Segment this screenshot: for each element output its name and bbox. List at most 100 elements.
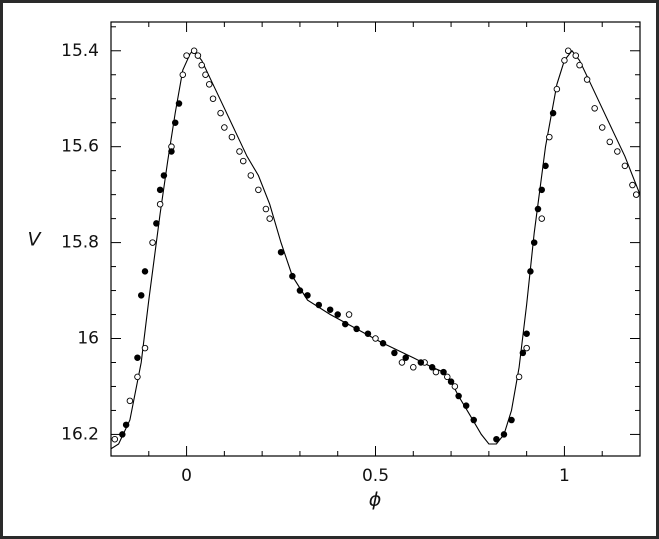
open-point — [236, 148, 243, 155]
open-point — [209, 95, 217, 102]
open-point — [372, 335, 379, 342]
filled-point — [153, 220, 160, 227]
open-point — [629, 181, 636, 189]
open-point — [183, 52, 190, 59]
filled-point — [137, 292, 145, 299]
open-point — [632, 191, 640, 198]
filled-point — [455, 392, 462, 400]
x-tick-label: 1 — [559, 466, 570, 486]
open-point — [202, 71, 209, 79]
filled-point — [440, 368, 447, 376]
open-point — [247, 172, 255, 179]
open-point — [345, 311, 353, 318]
open-point — [432, 368, 440, 376]
open-point — [194, 52, 202, 59]
x-tick-label: 0 — [181, 466, 192, 486]
filled-point — [277, 248, 285, 256]
open-point — [572, 52, 580, 59]
filled-point — [428, 364, 436, 371]
filled-point — [534, 205, 542, 213]
filled-point — [364, 330, 372, 337]
filled-point — [296, 287, 304, 294]
filled-point — [122, 421, 130, 429]
open-point — [546, 133, 553, 141]
y-tick-label: 15.6 — [61, 137, 99, 157]
open-point — [553, 85, 561, 93]
filled-point — [538, 186, 546, 194]
open-point — [255, 186, 262, 194]
open-point — [576, 61, 583, 69]
open-point — [262, 205, 270, 213]
open-point — [205, 81, 213, 88]
filled-point — [353, 325, 360, 333]
filled-point — [542, 162, 549, 170]
filled-point — [462, 402, 470, 409]
filled-point — [530, 239, 538, 246]
filled-point — [527, 268, 534, 275]
filled-point — [549, 109, 557, 117]
y-axis-label: V — [28, 229, 43, 251]
filled-point — [493, 435, 500, 443]
open-point — [266, 215, 273, 222]
filled-point — [119, 431, 126, 438]
open-point — [179, 71, 187, 79]
open-point — [410, 364, 417, 371]
open-point — [614, 148, 621, 155]
filled-point — [334, 311, 341, 318]
filled-point — [379, 340, 387, 347]
open-point — [591, 105, 598, 112]
open-point — [111, 435, 119, 443]
open-point — [583, 76, 591, 83]
open-point — [217, 109, 224, 117]
open-point — [198, 61, 205, 69]
filled-point — [417, 359, 425, 366]
open-point — [538, 215, 546, 222]
filled-point — [519, 349, 527, 357]
open-point — [190, 47, 198, 55]
open-point — [228, 133, 236, 141]
x-tick-label: 0.5 — [362, 466, 389, 486]
filled-point — [470, 416, 477, 424]
filled-point — [141, 268, 149, 275]
filled-point — [523, 330, 530, 337]
filled-point — [134, 354, 141, 361]
open-point — [141, 344, 149, 352]
y-tick-label: 16.2 — [61, 424, 99, 444]
open-point — [149, 239, 156, 246]
open-point — [451, 383, 459, 390]
open-point — [398, 359, 406, 366]
open-point — [515, 373, 523, 381]
open-point — [221, 124, 228, 131]
filled-point — [315, 301, 323, 309]
open-point — [156, 200, 164, 208]
filled-point — [508, 416, 515, 424]
open-point — [564, 47, 572, 55]
filled-point — [289, 272, 296, 280]
open-point — [126, 397, 134, 405]
y-tick-label: 16 — [77, 329, 99, 349]
filled-point — [391, 349, 398, 357]
filled-point — [447, 378, 455, 385]
y-tick-label: 15.8 — [61, 233, 99, 253]
open-point — [523, 344, 530, 352]
open-point — [606, 138, 614, 146]
filled-point — [342, 320, 349, 328]
open-point — [561, 57, 568, 64]
open-point — [134, 373, 141, 381]
plot-area — [111, 47, 640, 450]
filled-point — [160, 172, 168, 179]
filled-point — [175, 100, 183, 107]
filled-point — [402, 354, 409, 361]
open-point — [598, 124, 606, 131]
y-tick-label: 15.4 — [61, 41, 99, 61]
open-point — [444, 373, 451, 381]
filled-point — [168, 148, 175, 155]
open-point — [621, 162, 629, 170]
x-axis-label: ϕ — [369, 489, 382, 511]
filled-point — [171, 119, 179, 126]
filled-point — [500, 431, 508, 438]
filled-point — [304, 292, 311, 299]
filled-point — [326, 306, 334, 313]
